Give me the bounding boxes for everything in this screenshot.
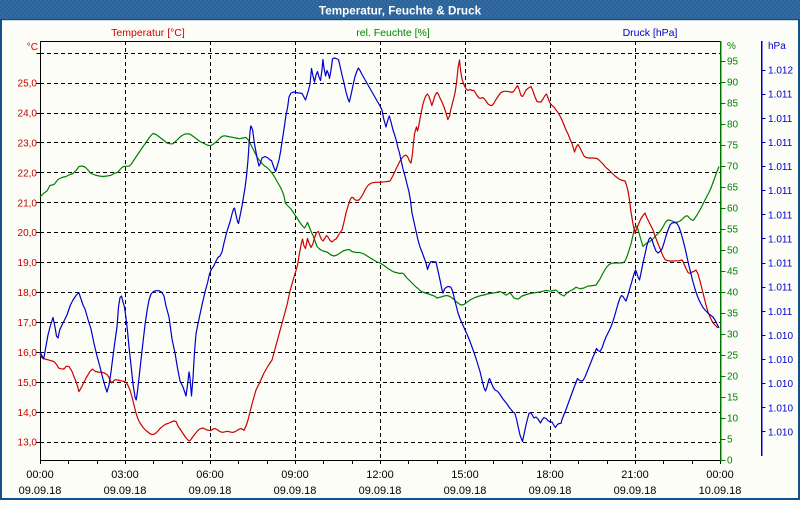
svg-text:19,0: 19,0 bbox=[18, 258, 38, 269]
svg-text:25,0: 25,0 bbox=[18, 79, 38, 90]
svg-text:1.010: 1.010 bbox=[768, 355, 793, 366]
svg-text:%: % bbox=[727, 41, 736, 52]
svg-text:85: 85 bbox=[727, 99, 739, 110]
svg-text:1.011: 1.011 bbox=[768, 210, 793, 221]
svg-text:1.011: 1.011 bbox=[768, 114, 793, 125]
svg-text:35: 35 bbox=[727, 309, 739, 320]
svg-text:09.09.18: 09.09.18 bbox=[19, 485, 62, 497]
svg-text:16,0: 16,0 bbox=[18, 348, 38, 359]
svg-text:09.09.18: 09.09.18 bbox=[359, 485, 402, 497]
svg-text:1.010: 1.010 bbox=[768, 403, 793, 414]
svg-text:25: 25 bbox=[727, 351, 739, 362]
svg-text:09.09.18: 09.09.18 bbox=[274, 485, 317, 497]
svg-text:65: 65 bbox=[727, 183, 739, 194]
svg-text:20,0: 20,0 bbox=[18, 228, 38, 239]
svg-text:1.011: 1.011 bbox=[768, 186, 793, 197]
svg-text:1.011: 1.011 bbox=[768, 259, 793, 270]
svg-text:1.011: 1.011 bbox=[768, 90, 793, 101]
svg-text:09.09.18: 09.09.18 bbox=[614, 485, 657, 497]
svg-text:1.011: 1.011 bbox=[768, 138, 793, 149]
svg-text:1.010: 1.010 bbox=[768, 331, 793, 342]
svg-text:55: 55 bbox=[727, 225, 739, 236]
svg-text:1.010: 1.010 bbox=[768, 428, 793, 439]
svg-text:80: 80 bbox=[727, 120, 739, 131]
svg-text:1.011: 1.011 bbox=[768, 307, 793, 318]
svg-text:Temperatur, Feuchte & Druck: Temperatur, Feuchte & Druck bbox=[319, 5, 482, 18]
svg-text:45: 45 bbox=[727, 267, 739, 278]
svg-text:15: 15 bbox=[727, 393, 739, 404]
svg-text:1.010: 1.010 bbox=[768, 379, 793, 390]
svg-text:18,0: 18,0 bbox=[18, 288, 38, 299]
svg-text:40: 40 bbox=[727, 288, 739, 299]
svg-text:10: 10 bbox=[727, 414, 739, 425]
svg-text:1.011: 1.011 bbox=[768, 234, 793, 245]
svg-text:15,0: 15,0 bbox=[18, 378, 38, 389]
svg-text:09.09.18: 09.09.18 bbox=[529, 485, 572, 497]
svg-text:1.012: 1.012 bbox=[768, 66, 793, 77]
svg-text:09.09.18: 09.09.18 bbox=[444, 485, 487, 497]
svg-text:13,0: 13,0 bbox=[18, 438, 38, 449]
svg-text:hPa: hPa bbox=[768, 41, 786, 52]
svg-text:14,0: 14,0 bbox=[18, 408, 38, 419]
svg-text:1.011: 1.011 bbox=[768, 283, 793, 294]
svg-text:30: 30 bbox=[727, 330, 739, 341]
svg-text:90: 90 bbox=[727, 78, 739, 89]
svg-text:rel. Feuchte [%]: rel. Feuchte [%] bbox=[356, 27, 430, 39]
svg-text:12:00: 12:00 bbox=[366, 469, 394, 481]
svg-text:17,0: 17,0 bbox=[18, 318, 38, 329]
svg-text:21:00: 21:00 bbox=[621, 469, 649, 481]
svg-text:09.09.18: 09.09.18 bbox=[189, 485, 232, 497]
svg-text:00:00: 00:00 bbox=[706, 469, 734, 481]
svg-text:20: 20 bbox=[727, 372, 739, 383]
svg-text:09:00: 09:00 bbox=[281, 469, 309, 481]
svg-text:Temperatur [°C]: Temperatur [°C] bbox=[111, 27, 185, 39]
svg-text:22,0: 22,0 bbox=[18, 168, 38, 179]
svg-text:03:00: 03:00 bbox=[111, 469, 139, 481]
svg-text:15:00: 15:00 bbox=[451, 469, 479, 481]
svg-text:°C: °C bbox=[27, 42, 38, 53]
svg-text:06:00: 06:00 bbox=[196, 469, 224, 481]
svg-text:75: 75 bbox=[727, 141, 739, 152]
svg-text:95: 95 bbox=[727, 57, 739, 68]
svg-text:50: 50 bbox=[727, 246, 739, 257]
svg-text:5: 5 bbox=[727, 435, 733, 446]
svg-text:0: 0 bbox=[727, 456, 733, 467]
svg-text:1.011: 1.011 bbox=[768, 162, 793, 173]
svg-text:00:00: 00:00 bbox=[26, 469, 54, 481]
svg-text:09.09.18: 09.09.18 bbox=[104, 485, 147, 497]
svg-text:24,0: 24,0 bbox=[18, 109, 38, 120]
svg-text:Druck [hPa]: Druck [hPa] bbox=[623, 27, 678, 39]
svg-text:70: 70 bbox=[727, 162, 739, 173]
svg-text:21,0: 21,0 bbox=[18, 198, 38, 209]
svg-text:23,0: 23,0 bbox=[18, 139, 38, 150]
svg-text:18:00: 18:00 bbox=[536, 469, 564, 481]
svg-text:10.09.18: 10.09.18 bbox=[699, 485, 742, 497]
svg-text:60: 60 bbox=[727, 204, 739, 215]
